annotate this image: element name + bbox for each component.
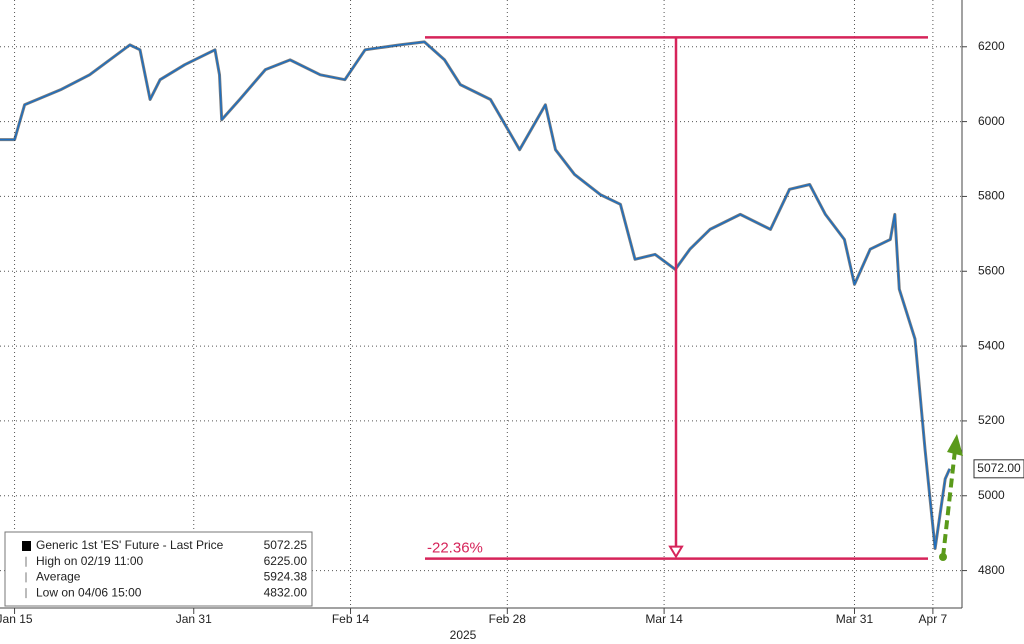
legend-value: 4832.00 xyxy=(264,585,308,599)
y-tick-label: 5800 xyxy=(978,189,1005,203)
legend-label: Low on 04/06 15:00 xyxy=(36,585,142,599)
legend-value: 5924.38 xyxy=(264,570,308,584)
rebound-dot xyxy=(939,553,947,561)
x-tick-label: Jan 31 xyxy=(176,612,212,626)
x-tick-label: Mar 31 xyxy=(836,612,874,626)
x-tick-label: Feb 28 xyxy=(489,612,527,626)
arrow-head xyxy=(668,545,684,559)
drawdown-label: -22.36% xyxy=(427,540,483,557)
x-tick-label: Mar 14 xyxy=(645,612,683,626)
y-tick-label: 5600 xyxy=(978,263,1005,277)
y-tick-label: 6200 xyxy=(978,39,1005,53)
legend-value: 6225.00 xyxy=(264,554,308,568)
x-tick-label: Jan 15 xyxy=(0,612,33,626)
y-tick-label: 5000 xyxy=(978,488,1005,502)
y-tick-label: 5200 xyxy=(978,413,1005,427)
last-price-label: 5072.00 xyxy=(977,461,1021,475)
y-tick-label: 5400 xyxy=(978,338,1005,352)
x-tick-label: Feb 14 xyxy=(332,612,370,626)
price-line xyxy=(0,41,951,550)
y-tick-label: 4800 xyxy=(978,563,1005,577)
x-tick-label: Apr 7 xyxy=(919,612,948,626)
rebound-arrow-head xyxy=(947,434,963,456)
legend-label: Generic 1st 'ES' Future - Last Price xyxy=(36,538,224,552)
rebound-arrow xyxy=(941,449,957,558)
x-axis-label: 2025 xyxy=(450,628,477,642)
legend-swatch xyxy=(22,541,31,551)
legend-value: 5072.25 xyxy=(264,538,308,552)
legend-label: High on 02/19 11:00 xyxy=(36,554,144,568)
legend-label: Average xyxy=(36,570,81,584)
y-tick-label: 6000 xyxy=(978,114,1005,128)
legend-box xyxy=(4,531,313,607)
last-price-box xyxy=(973,459,1024,479)
